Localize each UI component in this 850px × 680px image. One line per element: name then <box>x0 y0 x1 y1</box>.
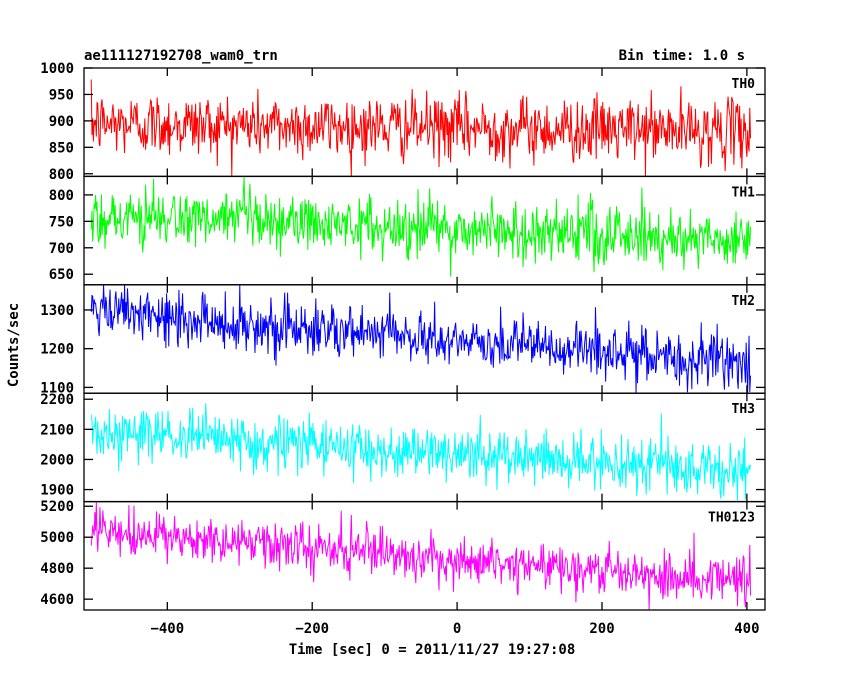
chart-title: ae111127192708_wam0_trn <box>84 48 278 64</box>
y-tick-label: 1000 <box>40 61 74 77</box>
y-tick-label: 800 <box>49 188 74 204</box>
panel-th2: 1100 1200 1300 TH2 <box>40 284 766 396</box>
x-tick-label: 0 <box>453 621 461 637</box>
x-tick-label: 200 <box>589 621 614 637</box>
y-tick-label: 1900 <box>40 483 74 499</box>
y-tick-label: 4600 <box>40 592 74 608</box>
series-line-th2 <box>90 284 752 394</box>
y-tick-label: 850 <box>49 140 74 156</box>
y-tick-label: 2000 <box>40 452 74 468</box>
x-tick-label: −400 <box>150 621 184 637</box>
y-tick-label: 650 <box>49 267 74 283</box>
panel-th0: 800 850 900 950 1000 TH0 <box>40 61 766 183</box>
panel-label: TH0 <box>732 77 756 92</box>
panel-label: TH3 <box>732 402 755 417</box>
y-tick-label: 2200 <box>40 392 74 408</box>
x-axis-label: Time [sec] 0 = 2011/11/27 19:27:08 <box>289 642 576 658</box>
bin-time-label: Bin time: 1.0 s <box>619 48 745 64</box>
y-tick-label: 900 <box>49 114 74 130</box>
series-line-th0 <box>90 79 752 177</box>
panel-label: TH2 <box>732 294 755 309</box>
series-line-th3 <box>90 403 752 502</box>
x-tick-label: −200 <box>295 621 329 637</box>
series-line-th1 <box>90 176 752 277</box>
stacked-panels: 800 850 900 950 1000 TH0 650 700 750 800 TH1 1100 12… <box>40 61 766 611</box>
panel-th1: 650 700 750 800 TH1 <box>49 175 766 286</box>
y-tick-label: 800 <box>49 167 74 183</box>
panel-label: TH1 <box>732 185 756 200</box>
y-axis-label: Counts/sec <box>6 303 22 387</box>
y-tick-label: 2100 <box>40 422 74 438</box>
panel-th0123: 4600 4800 5000 5200 TH0123 <box>40 499 766 611</box>
x-axis: −400 −200 0 200 400 <box>150 621 759 637</box>
panel-frame <box>83 284 766 394</box>
y-tick-label: 5000 <box>40 530 74 546</box>
panel-frame <box>83 392 766 503</box>
y-tick-label: 700 <box>49 241 74 257</box>
y-tick-label: 1200 <box>40 342 74 358</box>
y-tick-label: 1300 <box>40 303 74 319</box>
panel-frame <box>83 500 766 611</box>
panel-th3: 1900 2000 2100 2200 TH3 <box>40 392 766 503</box>
panel-label: TH0123 <box>708 511 755 526</box>
y-tick-label: 1100 <box>40 380 74 396</box>
x-tick-label: 400 <box>734 621 759 637</box>
y-tick-label: 750 <box>49 214 74 230</box>
y-tick-label: 4800 <box>40 561 74 577</box>
y-tick-label: 5200 <box>40 499 74 515</box>
series-line-th0123 <box>90 501 752 610</box>
y-tick-label: 950 <box>49 87 74 103</box>
